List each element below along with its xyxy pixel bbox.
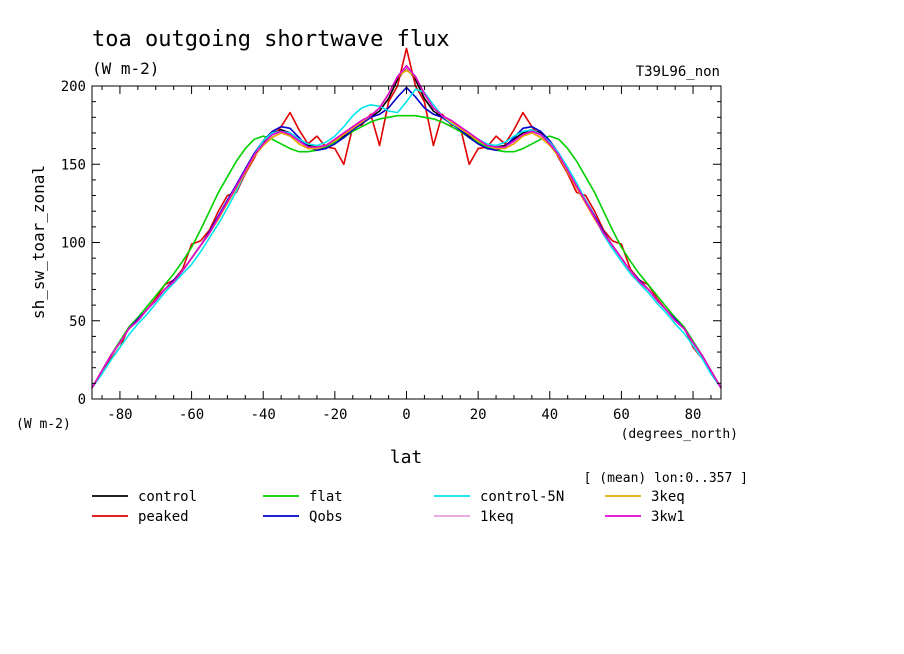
ticks-layer: -80 -60 -40 -20 0 20 40 60 80 0 50 100 150 200	[61, 79, 721, 423]
series-line-3kw1	[91, 64, 722, 389]
series-line-flat	[91, 114, 722, 389]
y-tick-label: 200	[61, 79, 86, 95]
series-line-3keq	[91, 69, 722, 389]
x-tick-label: 60	[613, 407, 630, 423]
x-tick-label: -40	[251, 407, 276, 423]
x-tick-label: 80	[685, 407, 702, 423]
x-tick-label: -20	[322, 407, 347, 423]
x-tick-label: 40	[541, 407, 558, 423]
x-tick-label: 0	[402, 407, 410, 423]
series-line-control-5n	[91, 88, 722, 389]
y-axis-label: sh_sw_toar_zonal	[29, 165, 48, 319]
legend: control flat control-5N 3keq peaked Qobs 1keq 3…	[92, 489, 685, 525]
y-tick-label: 100	[61, 236, 86, 252]
x-tick-label: -60	[179, 407, 204, 423]
chart-title: toa outgoing shortwave flux	[92, 27, 450, 52]
legend-label-3kw1: 3kw1	[651, 509, 685, 525]
y-tick-label: 0	[78, 392, 86, 408]
legend-label-control-5n: control-5N	[480, 489, 564, 505]
x-axis-label: lat	[390, 447, 423, 468]
legend-label-peaked: peaked	[138, 509, 189, 525]
legend-label-qobs: Qobs	[309, 509, 343, 525]
legend-label-3keq: 3keq	[651, 489, 685, 505]
legend-label-control: control	[138, 489, 197, 505]
series-layer	[91, 47, 722, 389]
x-units-label: (degrees_north)	[621, 427, 738, 442]
plot-frame	[91, 85, 722, 400]
y-units-label: (W m-2)	[16, 417, 71, 432]
series-line-qobs	[91, 86, 722, 389]
legend-label-1keq: 1keq	[480, 509, 514, 525]
legend-label-flat: flat	[309, 489, 343, 505]
series-line-peaked	[91, 47, 722, 389]
x-tick-label: 20	[470, 407, 487, 423]
x-tick-label: -80	[107, 407, 132, 423]
y-tick-label: 150	[61, 157, 86, 173]
top-right-label: T39L96_non	[636, 64, 720, 80]
region-note: [ (mean) lon:0..357 ]	[584, 471, 748, 486]
chart-subtitle: (W m-2)	[92, 59, 159, 78]
y-tick-label: 50	[69, 314, 86, 330]
